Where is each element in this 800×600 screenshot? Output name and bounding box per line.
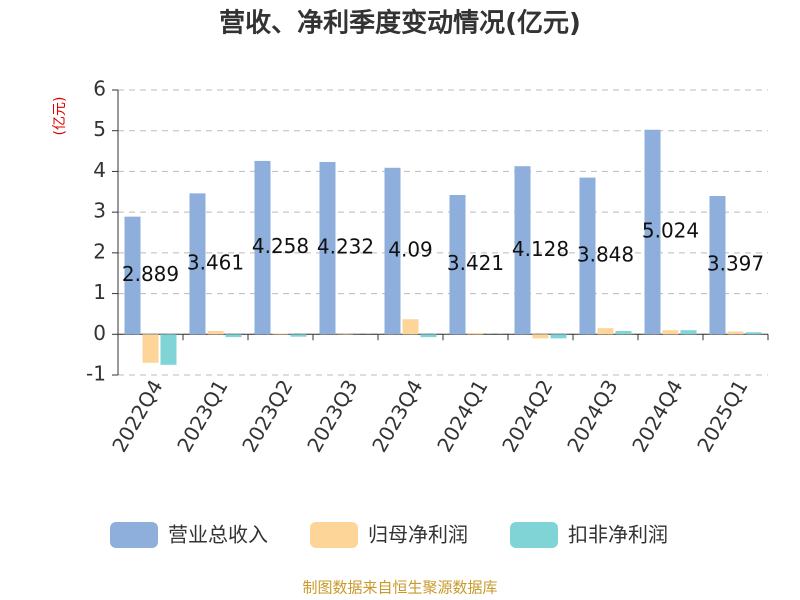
x-tick-label: 2025Q1 [692, 376, 752, 457]
x-tick-label: 2023Q4 [367, 376, 427, 457]
bar [467, 333, 484, 335]
legend-label: 归母净利润 [368, 523, 468, 547]
y-tick-label: 0 [93, 321, 106, 345]
source-note: 制图数据来自恒生聚源数据库 [302, 579, 497, 597]
bar [680, 330, 697, 335]
bar [662, 330, 679, 335]
y-tick-label: 1 [93, 280, 106, 304]
data-label: 3.421 [447, 251, 504, 275]
bar [579, 177, 596, 335]
bar [514, 166, 531, 335]
bar [449, 195, 466, 335]
bar [550, 334, 567, 339]
bar [160, 334, 177, 365]
legend-swatch [510, 522, 558, 548]
x-tick-label: 2023Q1 [172, 376, 232, 457]
legend-label: 营业总收入 [168, 523, 268, 547]
data-label: 3.397 [707, 252, 764, 276]
bar [189, 193, 206, 335]
x-tick-label: 2024Q2 [497, 376, 557, 457]
y-tick-label: 6 [93, 77, 106, 101]
bar [727, 331, 744, 335]
data-label: 4.128 [512, 237, 569, 261]
x-tick-label: 2023Q3 [302, 376, 362, 457]
bar [709, 195, 726, 335]
bar [319, 161, 336, 335]
bar [615, 331, 632, 335]
data-label: 3.848 [577, 242, 634, 266]
data-label: 2.889 [122, 262, 179, 286]
legend-swatch [110, 522, 158, 548]
y-axis-label: (亿元) [52, 97, 68, 136]
bar [597, 328, 614, 335]
x-tick-label: 2022Q4 [107, 376, 167, 457]
bar [272, 333, 289, 335]
y-tick-label: 2 [93, 239, 106, 263]
bar [402, 319, 419, 335]
legend-swatch [310, 522, 358, 548]
y-tick-label: 4 [93, 158, 106, 182]
bar [142, 334, 159, 363]
x-tick-label: 2023Q2 [237, 376, 297, 457]
x-tick-label: 2024Q1 [432, 376, 492, 457]
bar [745, 332, 762, 335]
y-tick-label: -1 [86, 362, 106, 386]
x-tick-label: 2024Q3 [562, 376, 622, 457]
data-label: 5.024 [642, 219, 699, 243]
data-label: 4.232 [317, 235, 374, 259]
y-tick-label: 5 [93, 117, 106, 141]
data-label: 4.09 [388, 238, 433, 262]
chart-title: 营收、净利季度变动情况(亿元) [219, 8, 581, 39]
legend-label: 扣非净利润 [568, 523, 668, 547]
bar [420, 334, 437, 338]
y-tick-label: 3 [93, 199, 106, 223]
bar [254, 160, 271, 335]
bar [290, 334, 307, 337]
bar [644, 129, 661, 335]
bar [225, 334, 242, 338]
x-tick-label: 2024Q4 [627, 376, 687, 457]
data-label: 4.258 [252, 234, 309, 258]
data-label: 3.461 [187, 250, 244, 274]
bar [532, 334, 549, 339]
bar [124, 216, 141, 335]
bar [384, 167, 401, 335]
bar [207, 331, 224, 335]
